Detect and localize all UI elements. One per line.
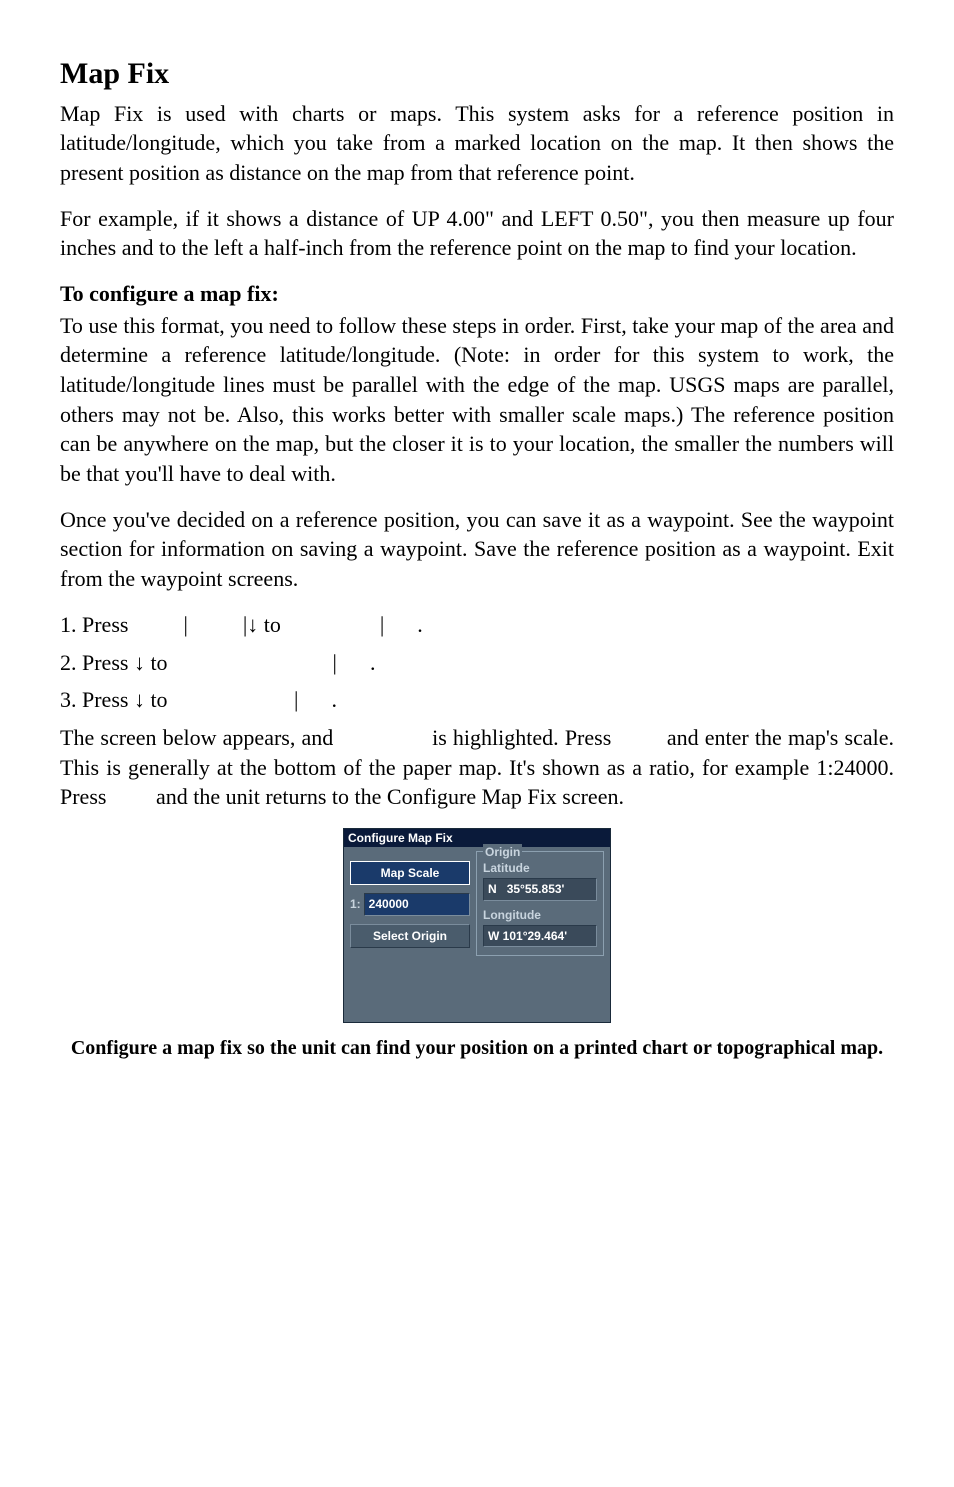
p5-part-d: and the unit returns to the Configure Ma…	[150, 784, 624, 809]
map-scale-row: 1: 240000	[350, 893, 470, 915]
screenshot-container: Configure Map Fix Map Scale 1: 240000 Se…	[60, 828, 894, 1023]
paragraph-after-steps: The screen below appears, and is highlig…	[60, 723, 894, 812]
left-column: Map Scale 1: 240000 Select Origin	[350, 849, 470, 956]
select-origin-button[interactable]: Select Origin	[350, 924, 470, 948]
map-scale-button[interactable]: Map Scale	[350, 861, 470, 885]
lat-hemi: N	[488, 882, 497, 896]
p5-part-b: is highlighted. Press	[426, 725, 618, 750]
paragraph-config-1: To use this format, you need to follow t…	[60, 311, 894, 489]
right-column: Origin Latitude N 35°55.853' Longitude W…	[476, 849, 604, 956]
configure-map-fix-dialog: Configure Map Fix Map Scale 1: 240000 Se…	[343, 828, 611, 1023]
latitude-input[interactable]: N 35°55.853'	[483, 878, 597, 900]
figure-caption: Configure a map fix so the unit can find…	[60, 1035, 894, 1062]
latitude-label: Latitude	[483, 860, 597, 876]
map-scale-input[interactable]: 240000	[364, 893, 470, 915]
lat-value: 35°55.853'	[507, 882, 565, 896]
paragraph-intro-2: For example, if it shows a distance of U…	[60, 204, 894, 263]
longitude-input[interactable]: W 101°29.464'	[483, 925, 597, 947]
dialog-titlebar: Configure Map Fix	[344, 829, 610, 847]
page-title: Map Fix	[60, 54, 894, 95]
dialog-body: Map Scale 1: 240000 Select Origin Origin…	[344, 847, 610, 962]
lon-value: 101°29.464'	[503, 929, 567, 943]
paragraph-config-2: Once you've decided on a reference posit…	[60, 505, 894, 594]
p5-part-a: The screen below appears, and	[60, 725, 339, 750]
section-heading: To configure a map fix:	[60, 279, 894, 309]
origin-fieldset: Origin Latitude N 35°55.853' Longitude W…	[476, 851, 604, 956]
step-1: 1. Press | |↓ to | .	[60, 610, 894, 640]
longitude-label: Longitude	[483, 907, 597, 923]
origin-legend: Origin	[483, 844, 522, 860]
lon-hemi: W	[488, 929, 499, 943]
paragraph-intro-1: Map Fix is used with charts or maps. Thi…	[60, 99, 894, 188]
step-3: 3. Press ↓ to | .	[60, 685, 894, 715]
step-2: 2. Press ↓ to | .	[60, 648, 894, 678]
map-scale-prefix: 1:	[350, 896, 361, 912]
